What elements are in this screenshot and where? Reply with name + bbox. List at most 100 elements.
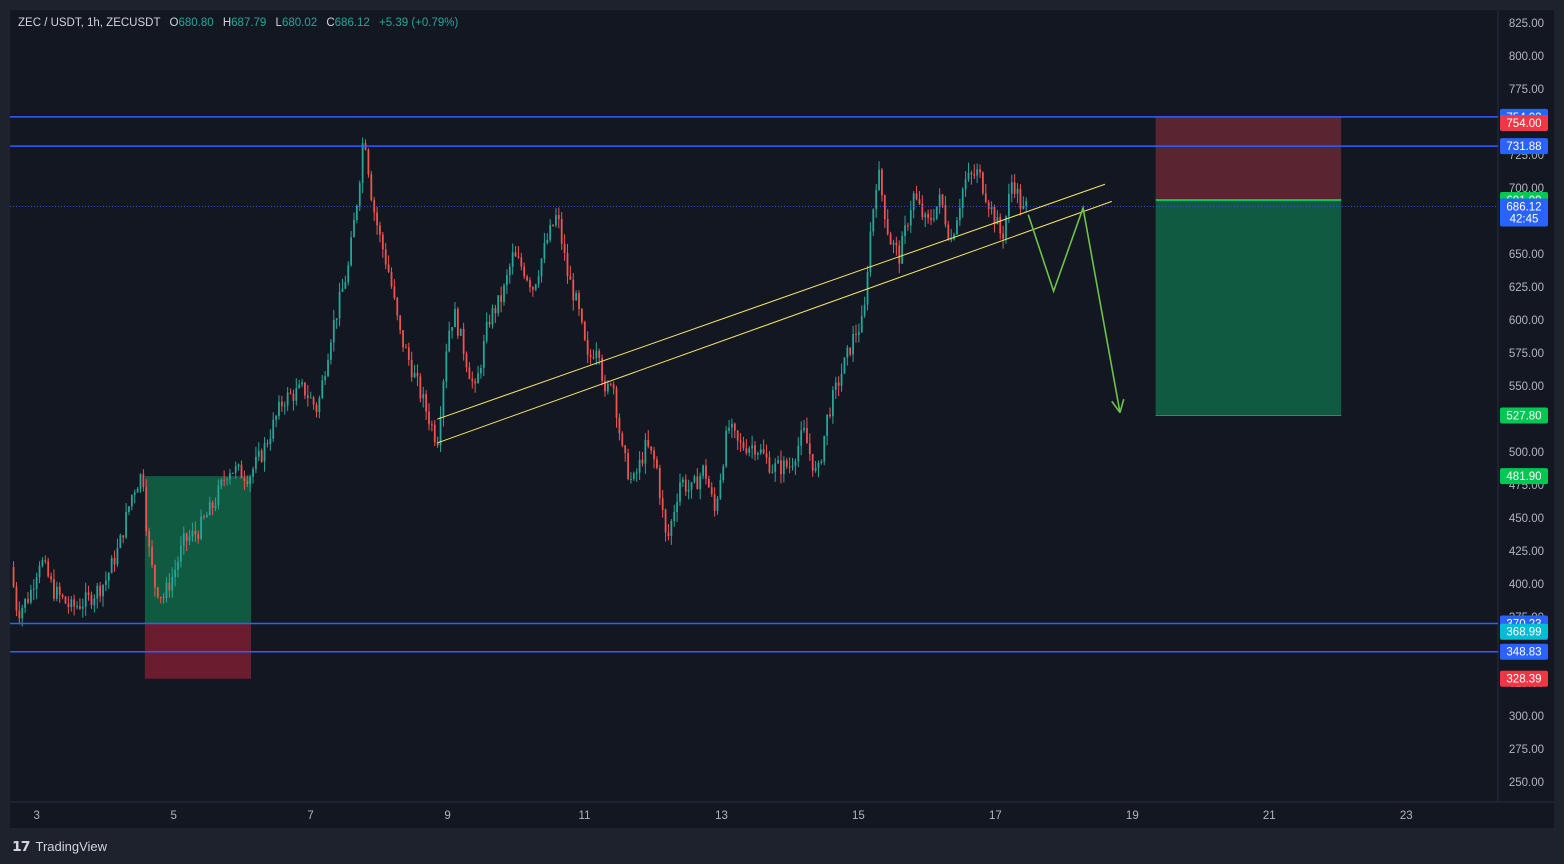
candle-body xyxy=(806,428,808,444)
candle-body xyxy=(1019,188,1022,209)
candle-body xyxy=(592,357,595,359)
candle-body xyxy=(606,383,609,392)
candle-body xyxy=(191,530,194,537)
candle-body xyxy=(705,465,707,479)
candle-body xyxy=(229,473,231,480)
candle-body xyxy=(566,253,569,277)
candle-body xyxy=(529,280,531,288)
candle-body xyxy=(289,392,292,394)
price-label-text: 527.80 xyxy=(1506,411,1541,423)
candle-body xyxy=(180,546,182,562)
candle-body xyxy=(306,395,309,398)
candle-body xyxy=(286,392,289,406)
candle-body xyxy=(511,252,514,267)
candle-body xyxy=(217,485,220,506)
candle-body xyxy=(739,440,742,443)
candle-body xyxy=(174,569,177,577)
candle-body xyxy=(370,174,373,201)
candle-body xyxy=(480,367,482,374)
candle-body xyxy=(508,266,511,276)
candle-body xyxy=(615,388,618,418)
price-label-badge xyxy=(1500,643,1548,660)
candle-body xyxy=(44,560,47,562)
candle-body xyxy=(881,169,883,196)
candle-body xyxy=(171,576,174,591)
candle-body xyxy=(679,482,681,502)
candle-body xyxy=(491,308,494,325)
y-tick-label: 450.00 xyxy=(1509,513,1544,525)
candle-body xyxy=(534,284,537,290)
candle-body xyxy=(569,276,572,280)
candle-body xyxy=(335,318,338,321)
candle-body xyxy=(177,561,179,570)
candle-body xyxy=(531,287,534,290)
candle-body xyxy=(309,397,312,399)
candle-body xyxy=(145,487,148,532)
short-target-zone xyxy=(1155,199,1342,416)
candle-body xyxy=(448,330,451,352)
open-value: 680.80 xyxy=(178,17,214,29)
candle-body xyxy=(419,376,422,399)
candle-body xyxy=(918,199,921,204)
y-tick-label: 775.00 xyxy=(1509,84,1544,96)
candle-body xyxy=(823,435,826,462)
candle-body xyxy=(396,297,399,316)
x-tick-label: 13 xyxy=(715,810,728,822)
candle-body xyxy=(555,215,557,226)
candle-body xyxy=(601,357,603,381)
tradingview-brand[interactable]: 𝟭𝟳 TradingView xyxy=(12,838,107,855)
y-tick-label: 400.00 xyxy=(1509,579,1544,591)
candle-body xyxy=(1002,233,1005,239)
y-tick-label: 275.00 xyxy=(1509,744,1544,756)
candle-body xyxy=(64,596,67,604)
candle-body xyxy=(921,203,924,218)
candle-body xyxy=(205,515,208,518)
projection-path xyxy=(1027,204,1121,413)
price-label-badge xyxy=(1500,670,1548,687)
candle-body xyxy=(433,424,436,443)
candle-body xyxy=(1022,206,1025,209)
projection-arrowhead xyxy=(1111,400,1121,414)
candle-body xyxy=(99,585,102,597)
candle-body xyxy=(468,367,471,379)
candle-body xyxy=(713,494,716,511)
candle-body xyxy=(168,582,171,591)
candle-body xyxy=(182,533,185,547)
candle-body xyxy=(638,459,641,473)
candle-body xyxy=(260,450,263,462)
candle-body xyxy=(595,350,598,358)
candle-body xyxy=(869,231,872,272)
candle-body xyxy=(944,205,947,225)
candle-body xyxy=(185,533,188,541)
candle-body xyxy=(47,561,50,577)
symbol-title[interactable]: ZEC / USDT, 1h, ZECUSDT xyxy=(18,17,161,29)
candle-body xyxy=(156,587,159,597)
candle-body xyxy=(21,607,24,619)
candle-body xyxy=(407,347,410,360)
candle-body xyxy=(927,213,930,218)
candle-body xyxy=(653,450,655,460)
candle-body xyxy=(445,351,448,382)
candle-body xyxy=(41,560,44,566)
candle-body xyxy=(953,234,955,240)
candle-body xyxy=(676,501,679,513)
candle-body xyxy=(327,360,329,377)
candle-body xyxy=(621,433,624,446)
candle-body xyxy=(410,359,413,378)
candle-body xyxy=(843,357,846,374)
candle-body xyxy=(373,200,376,213)
x-tick-label: 17 xyxy=(989,810,1002,822)
price-label-text: 328.39 xyxy=(1506,674,1541,686)
candle-body xyxy=(255,456,257,470)
price-label-badge xyxy=(1500,468,1548,485)
candle-body xyxy=(266,443,269,445)
candle-body xyxy=(754,445,756,455)
price-label-badge xyxy=(1500,114,1548,131)
candle-body xyxy=(422,394,425,399)
candle-body xyxy=(416,372,419,377)
candle-body xyxy=(647,439,650,447)
candle-body xyxy=(102,585,104,597)
price-label-text: 481.90 xyxy=(1506,471,1541,483)
x-tick-label: 3 xyxy=(34,810,40,822)
